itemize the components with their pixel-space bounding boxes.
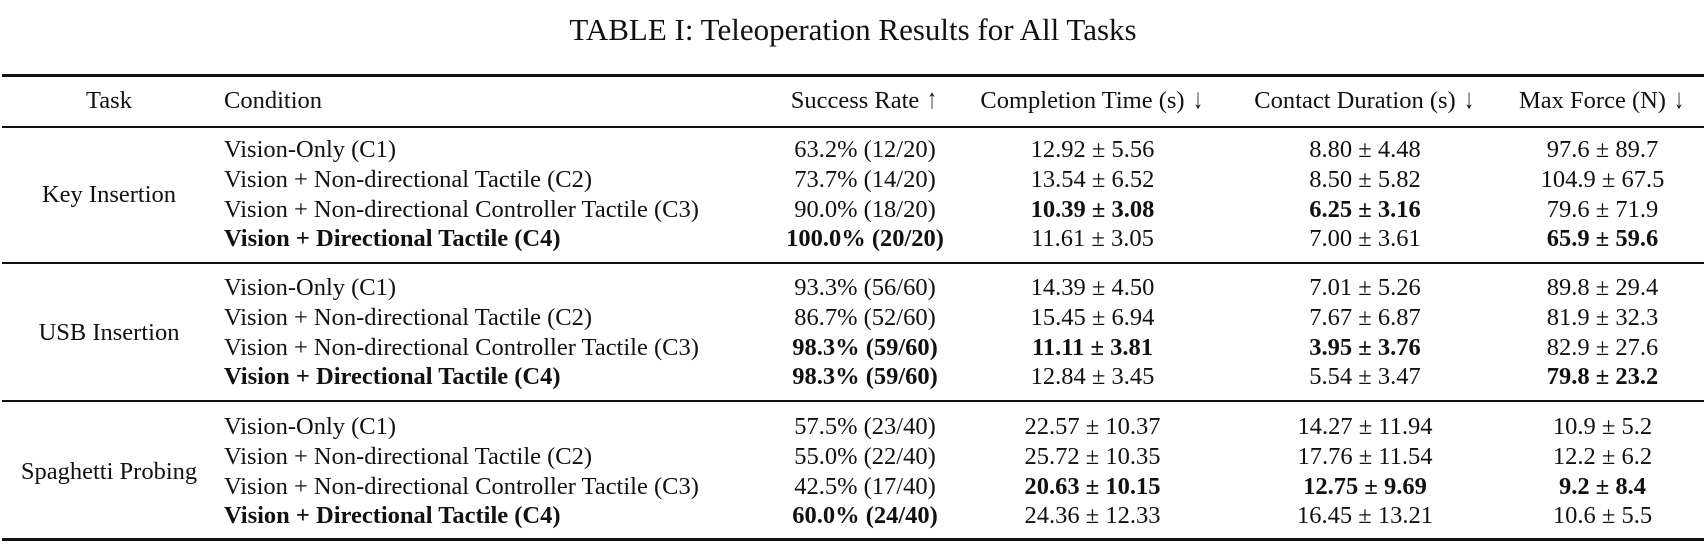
cell-contact-duration: 3.95 ± 3.76 bbox=[1309, 333, 1421, 361]
cell-completion-time: 12.84 ± 3.45 bbox=[1030, 363, 1155, 391]
cell-contact-duration: 12.75 ± 9.69 bbox=[1303, 472, 1427, 500]
header-condition: Condition bbox=[224, 87, 323, 114]
bottom-rule bbox=[2, 538, 1704, 541]
cell-success-rate: 57.5% (23/40) bbox=[794, 413, 936, 440]
cell-max-force: 10.6 ± 5.5 bbox=[1552, 502, 1653, 530]
cell-max-force: 81.9 ± 32.3 bbox=[1546, 303, 1659, 331]
header-task: Task bbox=[86, 87, 132, 114]
cell-max-force: 89.8 ± 29.4 bbox=[1546, 274, 1659, 301]
cell-success-rate: 73.7% (14/20) bbox=[794, 165, 936, 193]
cell-condition: Vision + Non-directional Controller Tact… bbox=[224, 472, 699, 500]
table-row: Vision + Directional Tactile (C4) 60.0% (… bbox=[0, 501, 1706, 531]
header-success-rate: Success Rate ↑ bbox=[740, 86, 990, 116]
cell-success-rate: 98.3% (59/60) bbox=[792, 363, 938, 391]
cell-max-force: 9.2 ± 8.4 bbox=[1559, 472, 1646, 500]
section-rule bbox=[2, 262, 1704, 265]
cell-condition: Vision + Non-directional Tactile (C2) bbox=[224, 303, 593, 331]
cell-completion-time: 11.11 ± 3.81 bbox=[1032, 333, 1153, 361]
table-row: Vision-Only (C1) 63.2% (12/20) 12.92 ± 5.5… bbox=[0, 135, 1706, 165]
cell-completion-time: 24.36 ± 12.33 bbox=[1024, 502, 1161, 530]
header-completion-time: Completion Time (s) ↓ bbox=[960, 86, 1225, 116]
cell-max-force: 97.6 ± 89.7 bbox=[1546, 136, 1659, 163]
cell-success-rate: 93.3% (56/60) bbox=[794, 274, 936, 301]
cell-contact-duration: 5.54 ± 3.47 bbox=[1309, 363, 1421, 391]
cell-contact-duration: 7.67 ± 6.87 bbox=[1309, 303, 1421, 331]
header-success-rate-label: Success Rate bbox=[790, 87, 920, 114]
cell-completion-time: 20.63 ± 10.15 bbox=[1024, 472, 1161, 500]
table-row: Vision-Only (C1) 93.3% (56/60) 14.39 ± 4.5… bbox=[0, 273, 1706, 303]
cell-completion-time: 11.61 ± 3.05 bbox=[1031, 225, 1154, 253]
cell-success-rate: 60.0% (24/40) bbox=[792, 502, 938, 530]
table-row: Vision-Only (C1) 57.5% (23/40) 22.57 ± 10.… bbox=[0, 412, 1706, 442]
section-rule bbox=[2, 400, 1704, 403]
cell-contact-duration: 17.76 ± 11.54 bbox=[1297, 442, 1433, 470]
down-arrow-icon: ↓ bbox=[1463, 84, 1474, 115]
cell-max-force: 79.8 ± 23.2 bbox=[1546, 363, 1659, 391]
cell-completion-time: 22.57 ± 10.37 bbox=[1024, 413, 1161, 440]
cell-contact-duration: 7.00 ± 3.61 bbox=[1309, 225, 1421, 253]
cell-contact-duration: 7.01 ± 5.26 bbox=[1309, 274, 1421, 301]
down-arrow-icon: ↓ bbox=[1674, 84, 1684, 115]
table-row: Vision + Directional Tactile (C4) 100.0% … bbox=[0, 224, 1706, 254]
cell-completion-time: 14.39 ± 4.50 bbox=[1030, 274, 1155, 301]
cell-success-rate: 55.0% (22/40) bbox=[794, 442, 936, 470]
cell-max-force: 104.9 ± 67.5 bbox=[1540, 165, 1665, 193]
task-label: USB Insertion bbox=[38, 318, 180, 346]
cell-contact-duration: 16.45 ± 13.21 bbox=[1297, 502, 1433, 530]
down-arrow-icon: ↓ bbox=[1192, 84, 1203, 115]
cell-success-rate: 42.5% (17/40) bbox=[794, 472, 936, 500]
cell-condition: Vision + Non-directional Tactile (C2) bbox=[224, 165, 593, 193]
cell-completion-time: 15.45 ± 6.94 bbox=[1030, 303, 1155, 331]
task-label: Key Insertion bbox=[41, 180, 177, 208]
header-max-force: Max Force (N) ↓ bbox=[1495, 86, 1706, 116]
table-caption: TABLE I: Teleoperation Results for All T… bbox=[569, 12, 1137, 47]
header-completion-time-label: Completion Time (s) bbox=[980, 87, 1185, 114]
cell-completion-time: 25.72 ± 10.35 bbox=[1024, 442, 1161, 470]
table-row: Vision + Non-directional Controller Tact… bbox=[0, 472, 1706, 502]
cell-success-rate: 100.0% (20/20) bbox=[786, 225, 944, 253]
cell-max-force: 65.9 ± 59.6 bbox=[1546, 225, 1659, 253]
cell-completion-time: 12.92 ± 5.56 bbox=[1030, 136, 1155, 163]
task-label: Spaghetti Probing bbox=[20, 457, 198, 485]
cell-success-rate: 63.2% (12/20) bbox=[794, 136, 936, 163]
header-row: Task Condition Success Rate ↑ Completion … bbox=[0, 86, 1706, 116]
cell-success-rate: 86.7% (52/60) bbox=[794, 303, 936, 331]
cell-max-force: 82.9 ± 27.6 bbox=[1546, 333, 1659, 361]
cell-success-rate: 90.0% (18/20) bbox=[794, 195, 936, 223]
cell-success-rate: 98.3% (59/60) bbox=[792, 333, 938, 361]
cell-contact-duration: 6.25 ± 3.16 bbox=[1309, 195, 1421, 223]
header-contact-duration: Contact Duration (s) ↓ bbox=[1230, 86, 1500, 116]
cell-condition: Vision-Only (C1) bbox=[224, 413, 397, 440]
cell-contact-duration: 8.80 ± 4.48 bbox=[1309, 136, 1421, 163]
cell-max-force: 12.2 ± 6.2 bbox=[1552, 442, 1653, 470]
header-contact-duration-label: Contact Duration (s) bbox=[1254, 87, 1456, 114]
cell-condition: Vision-Only (C1) bbox=[224, 274, 397, 301]
cell-condition: Vision + Non-directional Tactile (C2) bbox=[224, 442, 593, 470]
up-arrow-icon: ↑ bbox=[927, 84, 938, 115]
cell-condition: Vision + Directional Tactile (C4) bbox=[224, 225, 561, 253]
cell-max-force: 10.9 ± 5.2 bbox=[1552, 413, 1653, 440]
table-row: Vision + Directional Tactile (C4) 98.3% (… bbox=[0, 362, 1706, 392]
cell-completion-time: 10.39 ± 3.08 bbox=[1030, 195, 1155, 223]
cell-condition: Vision + Non-directional Controller Tact… bbox=[224, 195, 699, 223]
cell-condition: Vision + Directional Tactile (C4) bbox=[224, 363, 561, 391]
top-rule bbox=[2, 74, 1704, 77]
cell-condition: Vision + Directional Tactile (C4) bbox=[224, 502, 561, 530]
header-rule bbox=[2, 126, 1704, 128]
cell-max-force: 79.6 ± 71.9 bbox=[1546, 195, 1659, 223]
header-max-force-label: Max Force (N) bbox=[1519, 87, 1666, 114]
table-row: Vision + Non-directional Tactile (C2) 55.… bbox=[0, 442, 1706, 472]
table-row: Vision + Non-directional Controller Tact… bbox=[0, 195, 1706, 225]
table-row: Vision + Non-directional Tactile (C2) 73.… bbox=[0, 165, 1706, 195]
cell-condition: Vision-Only (C1) bbox=[224, 136, 397, 163]
cell-condition: Vision + Non-directional Controller Tact… bbox=[224, 333, 699, 361]
cell-contact-duration: 8.50 ± 5.82 bbox=[1309, 165, 1421, 193]
cell-completion-time: 13.54 ± 6.52 bbox=[1030, 165, 1155, 193]
table-row: Vision + Non-directional Controller Tact… bbox=[0, 333, 1706, 363]
table-row: Vision + Non-directional Tactile (C2) 86.… bbox=[0, 303, 1706, 333]
cell-contact-duration: 14.27 ± 11.94 bbox=[1297, 413, 1433, 440]
